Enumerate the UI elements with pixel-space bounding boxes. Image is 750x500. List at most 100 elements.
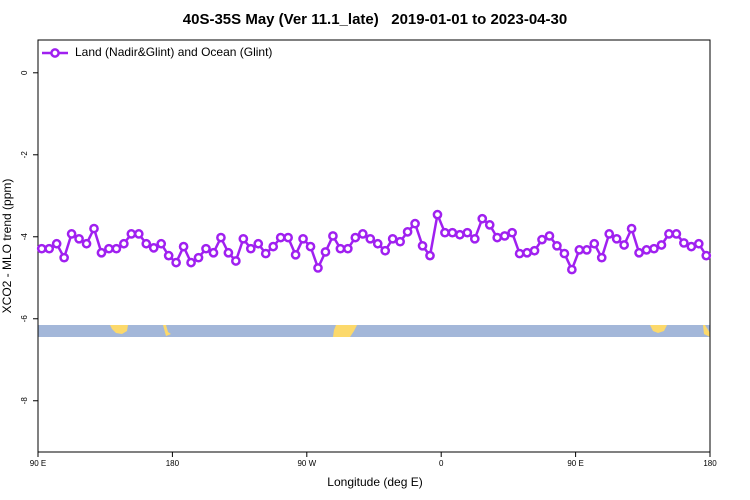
land <box>333 325 357 337</box>
point <box>305 241 316 252</box>
point <box>350 232 361 243</box>
land <box>110 325 128 334</box>
point <box>402 227 413 237</box>
y-tick-label: -4 <box>20 233 29 241</box>
point <box>514 248 525 259</box>
point <box>74 233 84 244</box>
point <box>410 218 420 229</box>
point <box>440 227 450 238</box>
point <box>365 233 376 244</box>
point <box>133 229 144 239</box>
point <box>201 243 211 254</box>
point <box>163 250 174 261</box>
point <box>283 232 293 243</box>
point <box>395 236 405 247</box>
point <box>455 229 465 240</box>
land <box>703 325 710 337</box>
point <box>268 241 279 252</box>
land <box>650 325 667 333</box>
map-strip <box>38 325 710 337</box>
chart-title: 40S-35S May (Ver 11.1_late) 2019-01-01 t… <box>183 11 567 28</box>
point <box>260 248 271 259</box>
point <box>141 238 152 249</box>
point <box>96 247 107 258</box>
point <box>275 232 286 243</box>
legend-label: Land (Nadir&Glint) and Ocean (Glint) <box>75 45 272 59</box>
point <box>484 220 495 230</box>
x-tick-label: 90 W <box>297 459 316 468</box>
point <box>328 231 338 241</box>
point <box>387 233 398 244</box>
y-axis-label: XCO2 - MLO trend (ppm) <box>0 179 14 314</box>
point <box>469 233 480 244</box>
point <box>156 238 167 249</box>
point <box>193 252 204 263</box>
point <box>126 229 137 239</box>
point <box>380 245 391 256</box>
y-tick-label: -2 <box>20 151 29 159</box>
point <box>656 240 667 250</box>
point <box>335 243 346 254</box>
point <box>425 250 435 261</box>
x-tick-label: 180 <box>166 459 180 468</box>
x-tick-label: 0 <box>439 459 444 468</box>
point <box>357 229 368 239</box>
point <box>537 234 547 245</box>
point <box>649 243 659 254</box>
point <box>671 229 682 239</box>
point <box>51 238 62 249</box>
point <box>507 227 517 238</box>
point <box>245 243 256 254</box>
x-tick-label: 180 <box>703 459 717 468</box>
point <box>59 252 69 263</box>
point <box>89 223 99 234</box>
point <box>111 243 122 254</box>
point <box>641 245 652 255</box>
point <box>589 238 600 249</box>
point <box>567 264 577 275</box>
point <box>499 231 510 241</box>
point <box>238 233 249 244</box>
land <box>163 325 171 336</box>
point <box>686 241 697 252</box>
point <box>596 252 607 263</box>
point <box>313 263 323 273</box>
point <box>529 245 540 256</box>
point <box>432 209 443 220</box>
point <box>216 232 226 243</box>
point <box>290 249 301 260</box>
point <box>544 231 555 241</box>
point <box>619 240 629 250</box>
point <box>492 232 503 243</box>
point <box>223 247 234 258</box>
point <box>253 238 264 249</box>
point <box>462 227 473 238</box>
point <box>626 223 637 234</box>
x-tick-label: 90 E <box>30 459 46 468</box>
point <box>36 243 47 254</box>
point <box>66 229 77 239</box>
point <box>552 240 562 251</box>
point <box>119 238 129 249</box>
point <box>372 238 383 249</box>
y-tick-label: -8 <box>20 397 29 405</box>
point <box>320 247 331 257</box>
point <box>634 247 644 258</box>
point <box>679 238 689 248</box>
y-tick-label: -6 <box>20 315 29 323</box>
point <box>701 250 712 261</box>
point <box>477 213 488 224</box>
point <box>81 238 92 249</box>
point <box>693 238 704 249</box>
point <box>611 233 622 244</box>
y-tick-label: 0 <box>20 70 29 75</box>
point <box>417 240 428 251</box>
point <box>208 247 219 258</box>
point <box>186 257 196 268</box>
x-axis-label: Longitude (deg E) <box>327 475 422 489</box>
point <box>178 241 189 252</box>
point <box>104 243 114 254</box>
point <box>581 245 592 255</box>
point <box>574 245 585 255</box>
